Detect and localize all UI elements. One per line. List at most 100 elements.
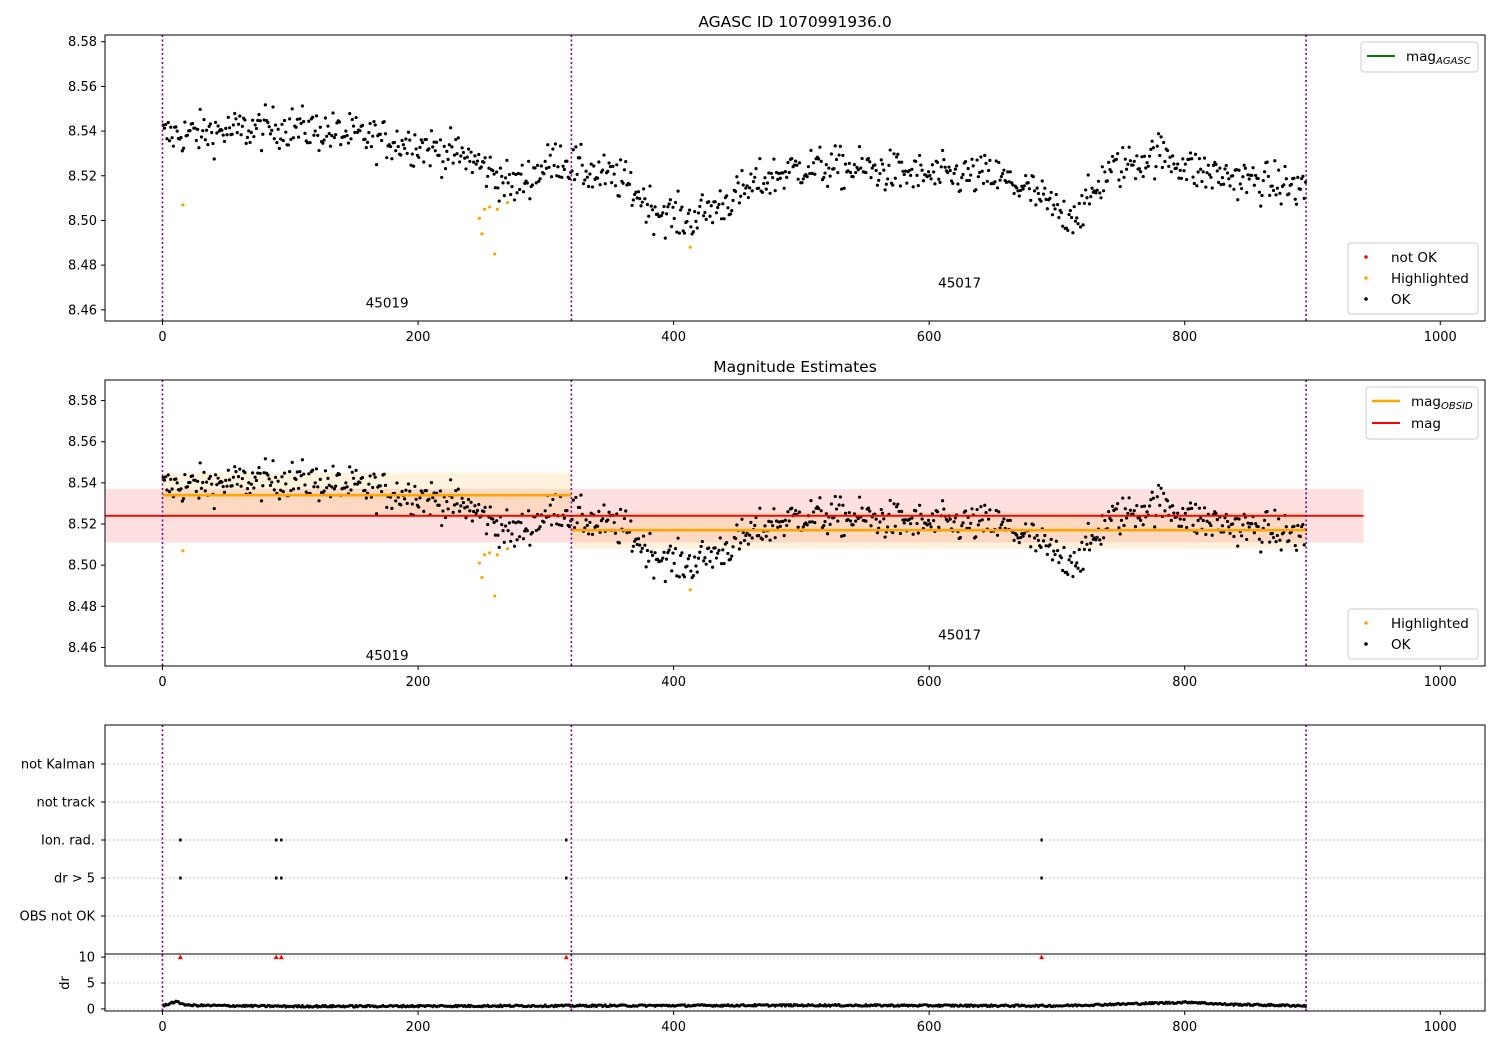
ok-point: [572, 526, 577, 530]
ok-point: [650, 553, 655, 557]
ok-point: [750, 189, 754, 193]
ok-point: [940, 148, 945, 153]
ok-point: [1077, 201, 1081, 206]
ok-point: [1142, 154, 1147, 158]
ok-point: [441, 509, 445, 513]
ok-point: [1170, 504, 1175, 508]
ok-point: [1183, 511, 1187, 515]
ok-point: [253, 123, 257, 127]
ok-point: [935, 510, 940, 514]
ok-point: [1220, 175, 1225, 180]
ok-point: [708, 559, 712, 563]
ok-point: [289, 488, 293, 493]
ok-point: [615, 163, 619, 167]
ok-point: [503, 176, 508, 180]
ok-point: [984, 510, 988, 515]
ok-point: [417, 505, 421, 509]
ok-point: [500, 174, 504, 178]
ok-point: [394, 149, 398, 153]
dr-tick-label: 5: [87, 977, 95, 992]
ok-point: [675, 574, 679, 578]
ok-point: [501, 181, 505, 185]
ok-point: [558, 144, 563, 148]
highlighted-point: [482, 207, 487, 211]
ok-point: [1302, 543, 1306, 547]
ok-point: [771, 175, 775, 180]
ok-point: [547, 165, 551, 169]
ok-point: [1247, 177, 1251, 181]
highlighted-point: [477, 216, 481, 220]
ok-point: [777, 171, 781, 176]
ok-point: [183, 120, 187, 124]
ok-point: [538, 525, 542, 529]
ok-point: [579, 142, 583, 146]
ok-point: [555, 174, 559, 178]
ok-point: [1133, 525, 1138, 529]
ok-point: [606, 169, 610, 173]
ok-point: [466, 147, 471, 151]
ok-point: [841, 153, 845, 157]
ok-point: [891, 531, 895, 535]
ok-point: [1227, 177, 1231, 181]
ok-point: [638, 197, 642, 201]
ok-point: [345, 485, 349, 489]
ok-point: [455, 502, 459, 506]
ok-point: [432, 140, 436, 144]
ok-point: [199, 135, 204, 139]
flag-marker: [1040, 838, 1043, 842]
ok-point: [763, 524, 767, 528]
ok-point: [1147, 154, 1152, 158]
ok-point: [590, 185, 595, 189]
ok-point: [860, 156, 864, 161]
ok-point: [787, 519, 791, 523]
ok-point: [1075, 561, 1079, 565]
ok-point: [300, 104, 305, 108]
ok-point: [709, 204, 713, 208]
ok-point: [1123, 507, 1127, 511]
ok-point: [671, 551, 675, 555]
ok-point: [1178, 517, 1182, 521]
ok-point: [1055, 549, 1060, 553]
ok-point: [909, 173, 913, 178]
ok-point: [834, 157, 839, 162]
ok-point: [465, 505, 469, 509]
ok-point: [1204, 185, 1208, 189]
ok-point: [457, 509, 462, 513]
ok-point: [236, 474, 241, 479]
ok-point: [405, 151, 409, 155]
ok-point: [279, 137, 283, 141]
ok-point: [664, 212, 669, 216]
ok-point: [1036, 191, 1041, 196]
ok-point: [817, 506, 821, 511]
ok-point: [181, 146, 186, 150]
ok-point: [432, 491, 436, 495]
ok-point: [249, 130, 253, 135]
ok-point: [878, 171, 882, 176]
y-tick-label: 8.54: [68, 476, 97, 491]
ok-point: [1278, 191, 1282, 195]
ok-point: [431, 495, 435, 500]
ok-point: [735, 175, 739, 179]
ok-point: [603, 182, 607, 186]
ok-point: [640, 200, 644, 204]
ok-point: [634, 190, 638, 194]
ok-point: [509, 192, 513, 197]
ok-point: [1282, 183, 1286, 187]
ok-point: [1035, 533, 1039, 538]
ok-point: [919, 163, 923, 167]
ok-point: [1082, 547, 1087, 551]
ok-point: [1034, 549, 1038, 553]
ok-point: [1072, 550, 1076, 555]
ok-point: [1222, 182, 1226, 186]
ok-point: [836, 519, 840, 523]
ok-point: [624, 159, 628, 164]
ok-point: [829, 152, 834, 156]
ok-point: [270, 128, 274, 132]
ok-point: [1260, 193, 1264, 198]
ok-point: [765, 181, 770, 185]
ok-point: [419, 489, 423, 493]
ok-point: [350, 117, 354, 122]
ok-point: [676, 536, 680, 540]
ok-point: [203, 138, 207, 142]
ok-point: [1126, 511, 1130, 516]
